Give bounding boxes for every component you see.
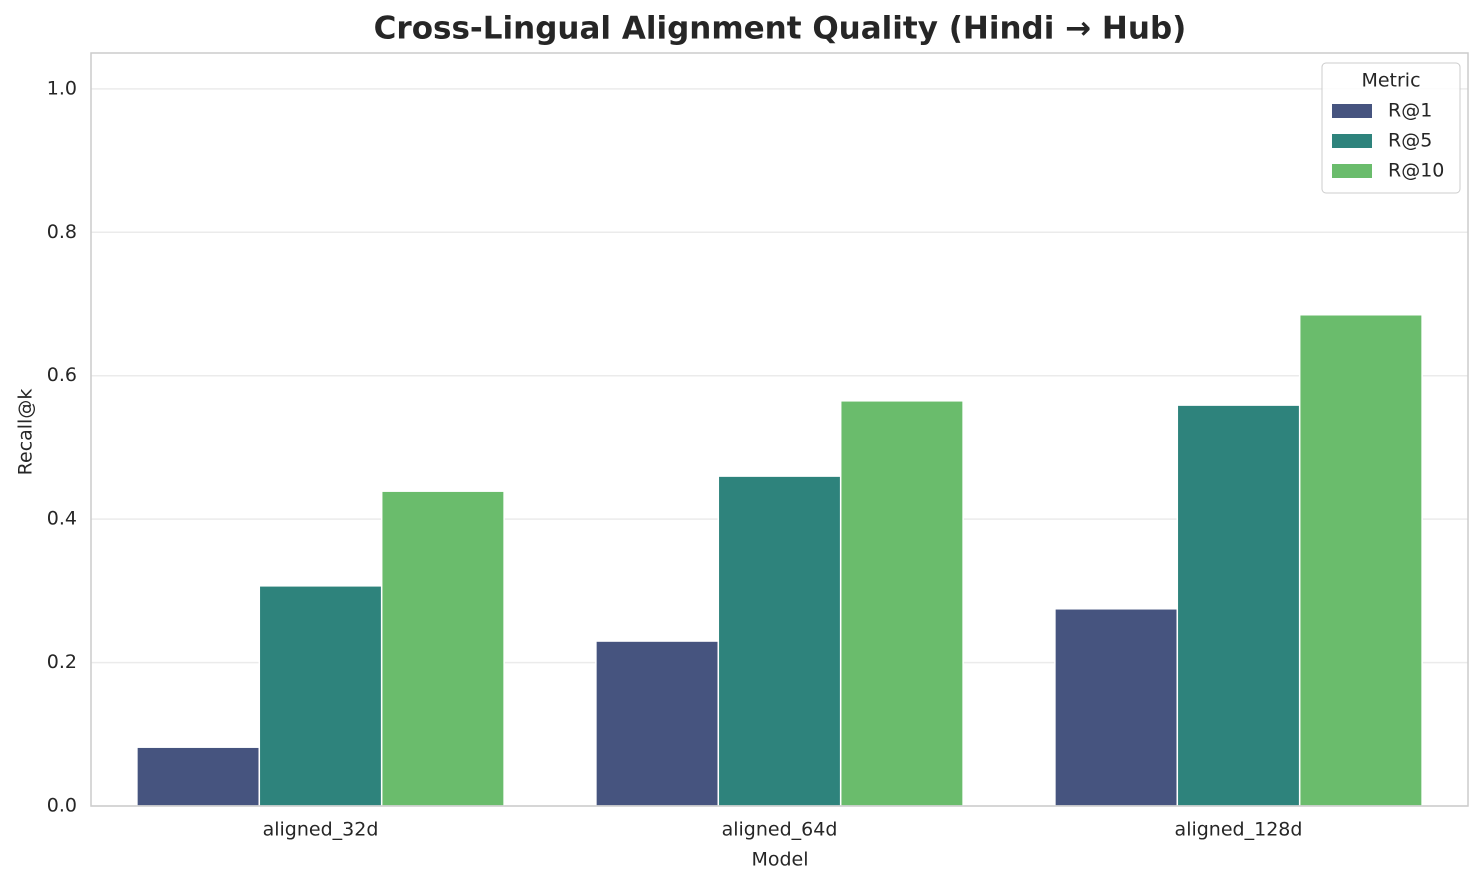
x-axis-label: Model bbox=[751, 849, 808, 871]
x-tick-label: aligned_64d bbox=[722, 819, 838, 841]
bar bbox=[258, 585, 383, 807]
y-axis-label: Recall@k bbox=[15, 389, 37, 476]
y-tick-label: 0.6 bbox=[47, 364, 77, 386]
bar bbox=[595, 640, 720, 807]
y-tick-label: 0.4 bbox=[47, 508, 77, 530]
y-tick-label: 0.0 bbox=[47, 795, 77, 817]
bar bbox=[136, 746, 261, 807]
x-tick-label: aligned_32d bbox=[263, 819, 379, 841]
legend-box bbox=[1321, 62, 1461, 194]
legend-label: R@5 bbox=[1388, 130, 1432, 152]
legend-swatch bbox=[1332, 164, 1372, 178]
legend-label: R@10 bbox=[1388, 160, 1444, 182]
chart-title: Cross-Lingual Alignment Quality (Hindi →… bbox=[374, 11, 1187, 47]
bar bbox=[1176, 404, 1301, 807]
legend-swatch bbox=[1332, 104, 1372, 118]
y-tick-label: 0.8 bbox=[47, 221, 77, 243]
bar bbox=[839, 400, 964, 807]
bar bbox=[380, 490, 505, 807]
legend-title: Metric bbox=[1361, 70, 1420, 92]
legend-label: R@1 bbox=[1388, 100, 1432, 122]
bar bbox=[1298, 314, 1423, 807]
x-tick-label: aligned_128d bbox=[1175, 819, 1303, 841]
plot-frame bbox=[90, 52, 1469, 807]
y-tick-label: 1.0 bbox=[47, 77, 77, 99]
bar bbox=[717, 475, 842, 807]
y-tick-label: 0.2 bbox=[47, 651, 77, 673]
legend-swatch bbox=[1332, 134, 1372, 148]
bar bbox=[1054, 608, 1179, 807]
